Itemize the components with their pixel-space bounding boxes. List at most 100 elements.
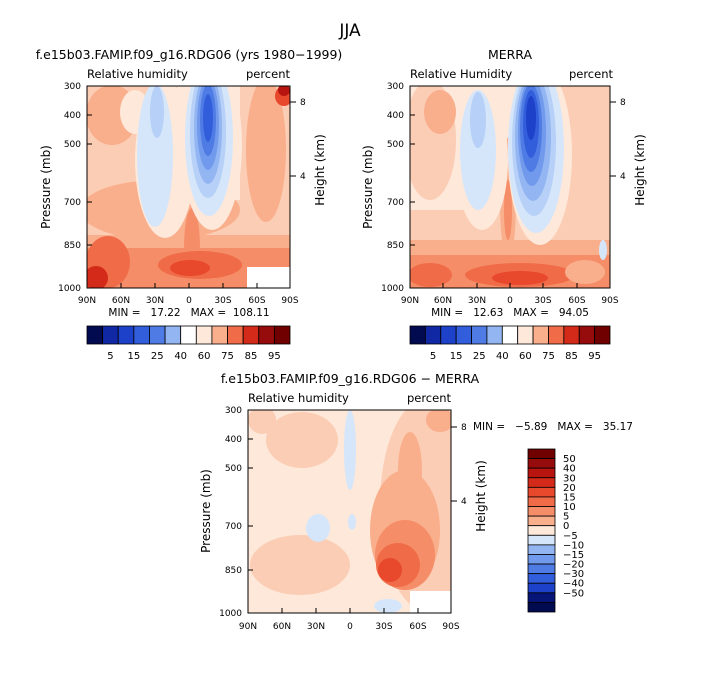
y-tick-label: 700: [64, 198, 81, 208]
panel-difference-min-max: MIN = −5.89 MAX = 35.17: [473, 421, 633, 433]
panel-model-y-axis: 300 400 500 700 850 1000: [58, 82, 92, 294]
y-tick-label: 700: [225, 522, 242, 532]
y-tick-label: 850: [64, 241, 81, 251]
panel-model-height-axis: 8 4: [290, 98, 306, 182]
colorbar-level-label: 5: [107, 351, 113, 362]
x-tick-label: 90N: [239, 622, 257, 632]
colorbar-box: [180, 325, 197, 345]
colorbar-level-label: 25: [151, 351, 164, 362]
colorbar-level-label: 10: [563, 502, 576, 513]
y-tick-label: 400: [64, 111, 81, 121]
colorbar-level-label: −50: [563, 588, 584, 599]
colorbar-box: [527, 486, 556, 498]
colorbar-box: [517, 325, 534, 345]
colorbar-level-label: 60: [519, 351, 532, 362]
colorbar-box: [440, 325, 457, 345]
panel-model: f.e15b03.FAMIP.f09_g16.RDG06 (yrs 1980−1…: [36, 47, 343, 362]
colorbar-box: [424, 325, 442, 345]
colorbar-level-label: −40: [563, 579, 584, 590]
panel-merra-y-axis-title: Pressure (mb): [361, 145, 375, 229]
panel-merra-height-axis-title: Height (km): [633, 134, 647, 205]
colorbar-box: [527, 448, 556, 459]
x-tick-label: 60N: [112, 296, 130, 306]
x-tick-label: 0: [347, 622, 353, 632]
colorbar-box: [195, 325, 213, 345]
colorbar-level-label: 15: [450, 351, 463, 362]
x-tick-label: 30S: [375, 622, 392, 632]
colorbar-level-label: 5: [563, 512, 569, 523]
x-tick-label: 0: [186, 296, 192, 306]
colorbar-box: [532, 325, 549, 345]
panel-merra-contour-field: [410, 86, 610, 288]
y-tick-label: 300: [64, 82, 81, 92]
colorbar-box: [117, 325, 135, 345]
y-tick-label: 700: [387, 198, 404, 208]
panel-model-min-max: MIN = 17.22 MAX = 108.11: [108, 307, 269, 319]
colorbar-box: [527, 573, 556, 584]
colorbar-level-label: 40: [496, 351, 509, 362]
colorbar-box: [527, 582, 556, 594]
x-tick-label: 30N: [307, 622, 325, 632]
panel-merra-title: MERRA: [488, 47, 533, 62]
colorbar-box: [486, 325, 503, 345]
colorbar-level-label: 15: [563, 492, 576, 503]
panel-merra-colorbar: 5 15 25 40 60 75 85 95: [409, 325, 611, 362]
colorbar-box: [594, 325, 611, 345]
colorbar-box: [133, 325, 150, 345]
colorbar-level-label: 75: [221, 351, 234, 362]
x-tick-label: 60N: [273, 622, 291, 632]
x-tick-label: 60S: [248, 296, 265, 306]
panel-difference-x-axis: 90N 60N 30N 0 30S 60S 90S: [239, 608, 460, 632]
colorbar-box: [211, 325, 228, 345]
y-tick-label: 300: [387, 82, 404, 92]
panel-difference-title: f.e15b03.FAMIP.f09_g16.RDG06 − MERRA: [221, 371, 480, 386]
y-tick-label: 300: [225, 406, 242, 416]
x-tick-label: 30S: [214, 296, 231, 306]
x-tick-label: 90S: [442, 622, 459, 632]
height-tick-label: 8: [300, 98, 306, 108]
colorbar-level-label: 60: [198, 351, 211, 362]
x-tick-label: 90S: [601, 296, 618, 306]
panel-model-height-axis-title: Height (km): [313, 134, 327, 205]
colorbar-box: [548, 325, 565, 345]
y-tick-label: 1000: [381, 284, 404, 294]
y-tick-label: 850: [225, 566, 242, 576]
colorbar-box: [527, 467, 556, 479]
colorbar-level-label: 85: [565, 351, 578, 362]
y-tick-label: 500: [387, 140, 404, 150]
colorbar-box: [527, 458, 556, 469]
panel-merra: MERRA Relative Humidity percent: [361, 47, 647, 362]
x-tick-label: 60S: [568, 296, 585, 306]
colorbar-box: [527, 592, 556, 603]
panel-merra-height-axis: 8 4: [610, 98, 626, 182]
colorbar-box: [527, 515, 556, 527]
panel-merra-variable-label: Relative Humidity: [410, 67, 512, 81]
panel-model-x-axis: 90N 60N 30N 0 30S 60S 90S: [78, 283, 299, 306]
panel-difference-y-axis: 300 400 500 700 850 1000: [219, 406, 253, 619]
panel-difference: f.e15b03.FAMIP.f09_g16.RDG06 − MERRA Rel…: [199, 371, 633, 632]
panel-difference-y-axis-title: Pressure (mb): [199, 469, 213, 553]
colorbar-box: [501, 325, 519, 345]
colorbar-box: [563, 325, 580, 345]
height-tick-label: 4: [461, 497, 467, 507]
colorbar-level-label: 40: [563, 464, 576, 475]
y-tick-label: 400: [387, 111, 404, 121]
colorbar-level-label: −30: [563, 569, 584, 580]
panel-merra-units-label: percent: [569, 67, 614, 81]
panel-model-contour-field: [87, 86, 290, 288]
colorbar-level-label: 95: [588, 351, 601, 362]
colorbar-level-label: 25: [473, 351, 486, 362]
colorbar-box: [258, 325, 275, 345]
colorbar-box: [578, 325, 596, 345]
colorbar-box: [149, 325, 166, 345]
colorbar-box: [527, 563, 556, 575]
x-tick-label: 0: [507, 296, 513, 306]
colorbar-level-label: −20: [563, 560, 584, 571]
colorbar-level-label: 15: [127, 351, 140, 362]
colorbar-box: [242, 325, 260, 345]
x-tick-label: 90N: [401, 296, 419, 306]
colorbar-box: [455, 325, 472, 345]
colorbar-level-label: 75: [542, 351, 555, 362]
panel-difference-height-axis: 8 4: [451, 423, 467, 507]
